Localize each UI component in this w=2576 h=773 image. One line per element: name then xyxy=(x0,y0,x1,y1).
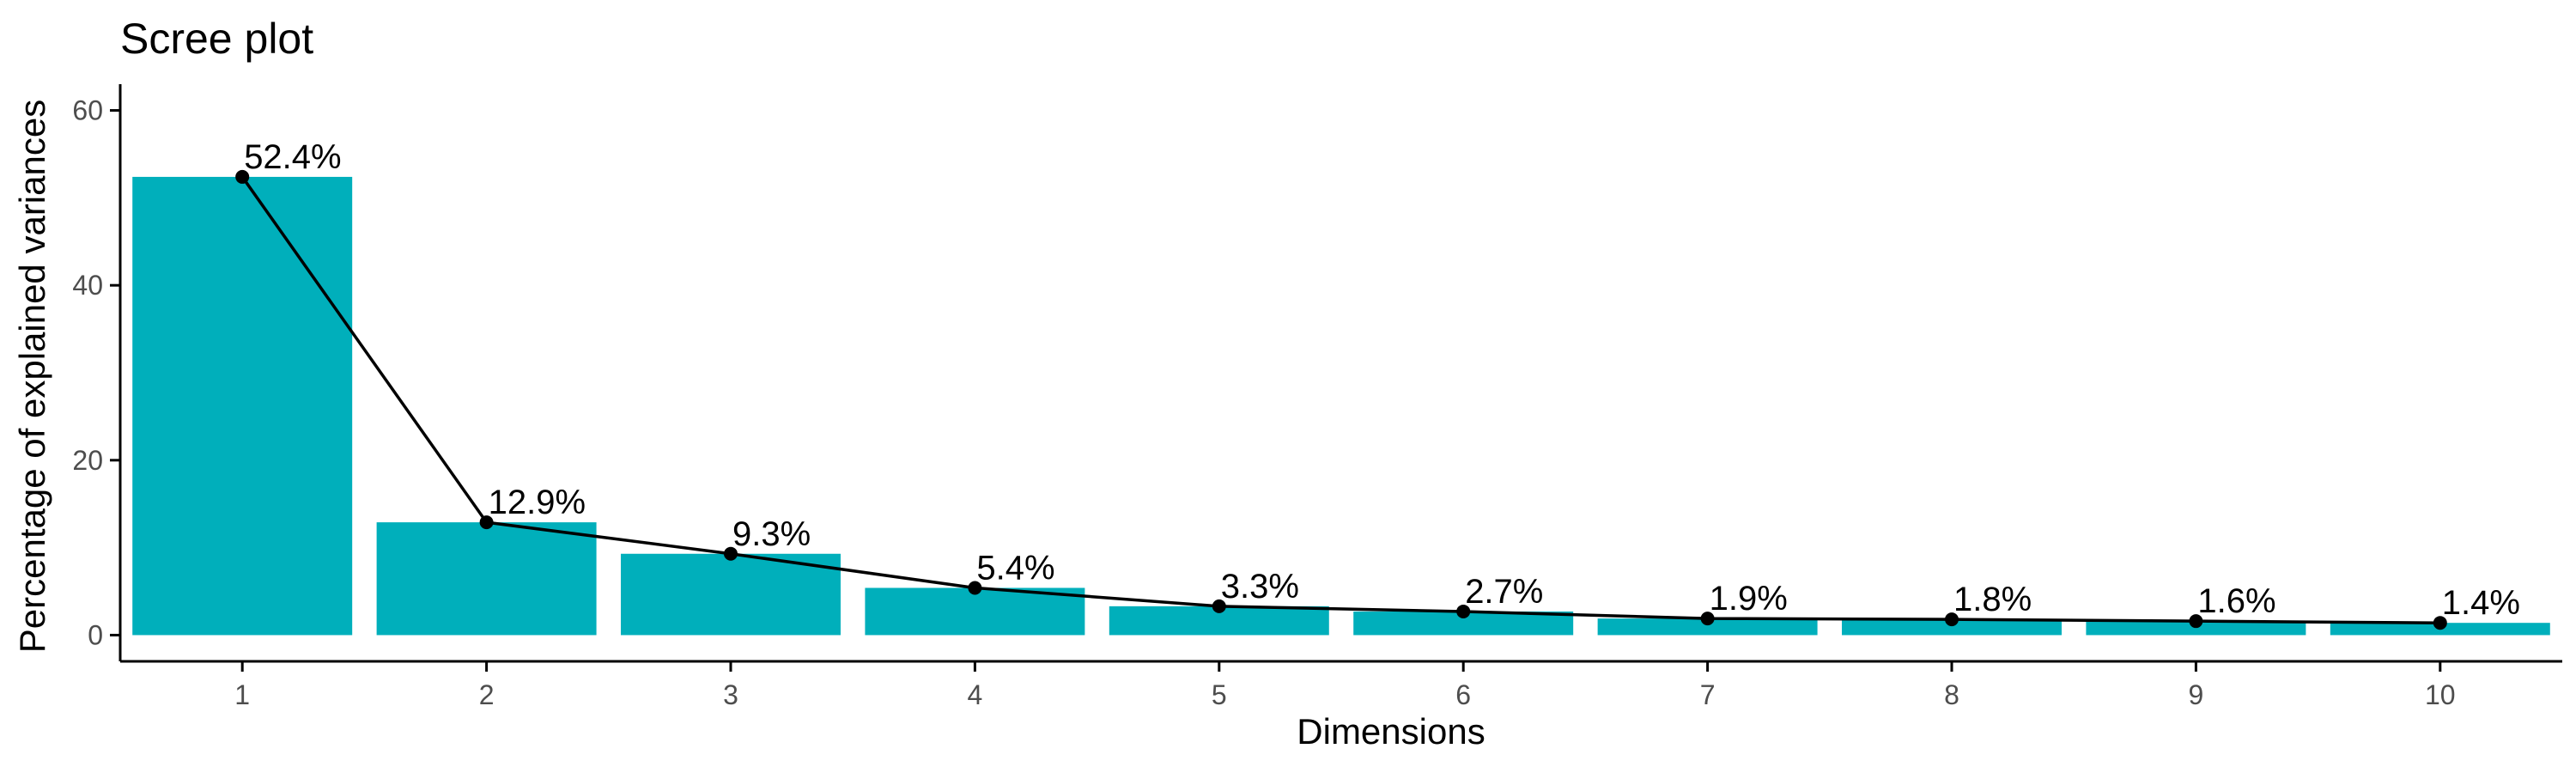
data-label-dim-1: 52.4% xyxy=(244,138,341,176)
bar-dim-1 xyxy=(132,176,353,636)
x-tick-label-4: 4 xyxy=(968,679,983,710)
data-label-dim-2: 12.9% xyxy=(489,484,586,521)
points-group xyxy=(235,169,2447,630)
point-dim-10 xyxy=(2433,616,2447,630)
x-axis-title: Dimensions xyxy=(1297,711,1485,752)
x-tick-label-3: 3 xyxy=(723,679,738,710)
x-tick-label-10: 10 xyxy=(2425,679,2456,710)
data-label-dim-7: 1.9% xyxy=(1710,580,1788,618)
data-labels-group: 52.4% 12.9% 9.3% 5.4% 3.3% 2.7% 1.9% 1.8% 1.6% 1.… xyxy=(244,138,2520,622)
bar-dim-3 xyxy=(621,553,841,636)
bar-dim-4 xyxy=(865,587,1085,636)
point-dim-6 xyxy=(1456,604,1471,618)
y-tick-label-20: 20 xyxy=(72,445,103,476)
x-tick-label-8: 8 xyxy=(1944,679,1959,710)
data-label-dim-3: 9.3% xyxy=(732,515,811,553)
x-tick-label-2: 2 xyxy=(479,679,495,710)
y-tick-label-40: 40 xyxy=(72,270,103,301)
point-dim-8 xyxy=(1945,612,1959,627)
point-dim-5 xyxy=(1212,599,1226,613)
bar-dim-2 xyxy=(376,522,597,636)
point-dim-2 xyxy=(479,515,494,530)
trend-line xyxy=(240,175,2440,624)
x-tick-label-7: 7 xyxy=(1700,679,1716,710)
point-dim-9 xyxy=(2189,614,2203,629)
bars-group xyxy=(132,176,2550,636)
axes-group: 0 20 40 60 1 2 3 4 5 6 7 8 9 10 xyxy=(72,84,2562,710)
data-label-dim-10: 1.4% xyxy=(2442,584,2520,622)
x-tick-label-5: 5 xyxy=(1212,679,1227,710)
y-axis-title: Percentage of explained variances xyxy=(12,100,52,653)
bar-dim-9 xyxy=(2086,621,2306,636)
bar-dim-8 xyxy=(1842,619,2062,636)
trend-line-group xyxy=(240,175,2440,624)
data-label-dim-4: 5.4% xyxy=(976,549,1054,587)
point-dim-7 xyxy=(1700,612,1715,626)
data-label-dim-5: 3.3% xyxy=(1221,568,1299,606)
chart-title: Scree plot xyxy=(120,15,313,63)
y-tick-label-0: 0 xyxy=(88,619,103,650)
point-dim-4 xyxy=(968,581,982,595)
point-dim-1 xyxy=(235,169,250,184)
y-tick-label-60: 60 xyxy=(72,95,103,126)
data-label-dim-9: 1.6% xyxy=(2197,582,2275,620)
data-label-dim-8: 1.8% xyxy=(1953,581,2032,618)
x-tick-label-9: 9 xyxy=(2189,679,2204,710)
point-dim-3 xyxy=(724,546,738,561)
bar-dim-7 xyxy=(1597,618,1818,636)
x-tick-label-6: 6 xyxy=(1455,679,1471,710)
x-tick-label-1: 1 xyxy=(234,679,250,710)
data-label-dim-6: 2.7% xyxy=(1465,573,1543,611)
